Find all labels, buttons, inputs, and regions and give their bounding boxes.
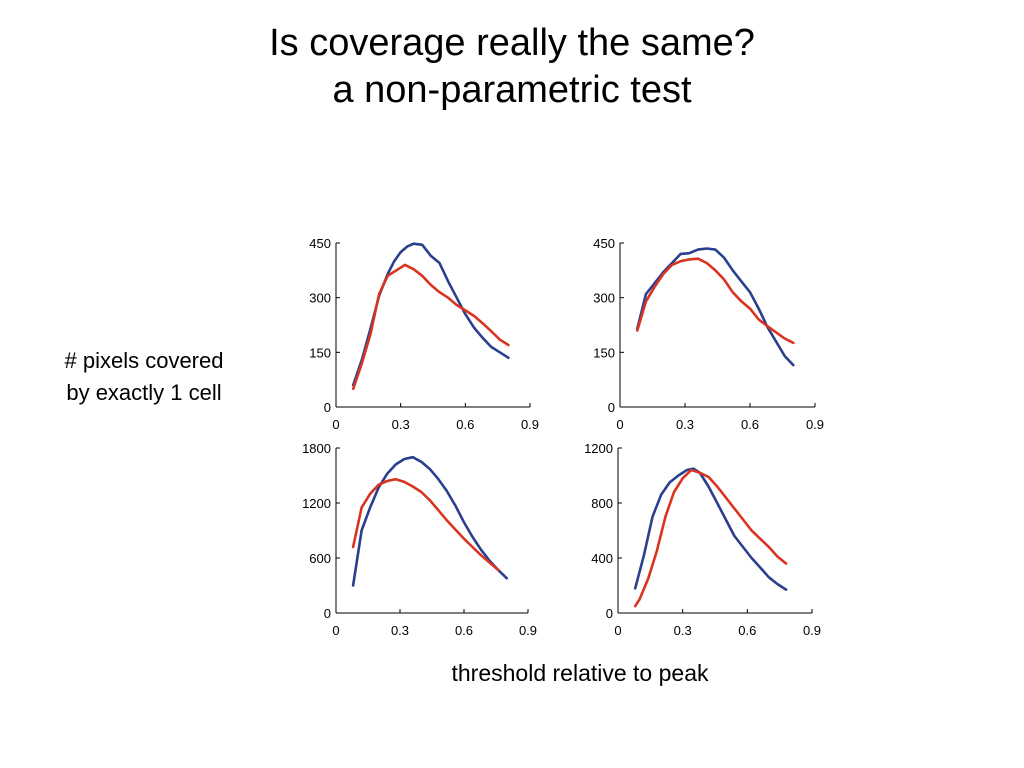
y-tick-label: 600 (309, 551, 331, 566)
x-tick-label: 0.6 (738, 623, 756, 638)
title-line-1: Is coverage really the same? (269, 22, 755, 64)
y-tick-label: 400 (591, 551, 613, 566)
y-tick-label: 1800 (302, 441, 331, 456)
x-tick-label: 0.9 (521, 417, 539, 432)
x-tick-label: 0.6 (741, 417, 759, 432)
y-tick-label: 0 (324, 606, 331, 621)
y-tick-label: 0 (324, 400, 331, 415)
series-line-red (633, 468, 788, 608)
x-tick-label: 0.3 (676, 417, 694, 432)
x-tick-label: 0.9 (806, 417, 824, 432)
x-tick-label: 0.3 (391, 623, 409, 638)
y-tick-label: 300 (309, 291, 331, 306)
series-line-blue (351, 242, 510, 387)
chart-panel-4: 0 0.3 0.6 0.9 0 400 800 1200 (584, 441, 821, 638)
x-tick-label: 0.6 (456, 417, 474, 432)
x-tick-label: 0.9 (519, 623, 537, 638)
series-line-blue (633, 467, 788, 591)
chart-panel-1: 0 0.3 0.6 0.9 0 150 300 450 (309, 236, 539, 432)
chart-panel-2: 0 0.3 0.6 0.9 0 150 300 450 (593, 236, 824, 432)
y-tick-label: 1200 (584, 441, 613, 456)
y-tick-label: 150 (593, 345, 615, 360)
y-axis-description: # pixels covered by exactly 1 cell (26, 345, 262, 409)
x-tick-label: 0.3 (392, 417, 410, 432)
y-tick-label: 450 (593, 236, 615, 251)
x-tick-label: 0 (332, 417, 339, 432)
title-line-2: a non-parametric test (332, 69, 692, 111)
chart-panel-3: 0 0.3 0.6 0.9 0 600 1200 1800 (302, 441, 537, 638)
x-tick-label: 0.6 (455, 623, 473, 638)
y-tick-label: 300 (593, 291, 615, 306)
x-tick-label: 0 (616, 417, 623, 432)
series-line-red (635, 257, 795, 345)
y-tick-label: 450 (309, 236, 331, 251)
side-label-line-1: # pixels covered (64, 348, 224, 373)
y-tick-label: 800 (591, 496, 613, 511)
x-tick-label: 0.3 (674, 623, 692, 638)
slide-title: Is coverage really the same? a non-param… (0, 20, 1024, 114)
series-line-blue (635, 247, 795, 367)
side-label-line-2: by exactly 1 cell (66, 380, 222, 405)
y-tick-label: 0 (606, 606, 613, 621)
y-tick-label: 0 (608, 400, 615, 415)
series-line-red (351, 477, 500, 572)
x-tick-label: 0 (332, 623, 339, 638)
series-line-blue (351, 455, 509, 587)
x-axis-description: threshold relative to peak (451, 660, 709, 686)
y-tick-label: 1200 (302, 496, 331, 511)
y-tick-label: 150 (309, 345, 331, 360)
x-tick-label: 0 (614, 623, 621, 638)
x-tick-label: 0.9 (803, 623, 821, 638)
series-line-red (351, 263, 510, 391)
